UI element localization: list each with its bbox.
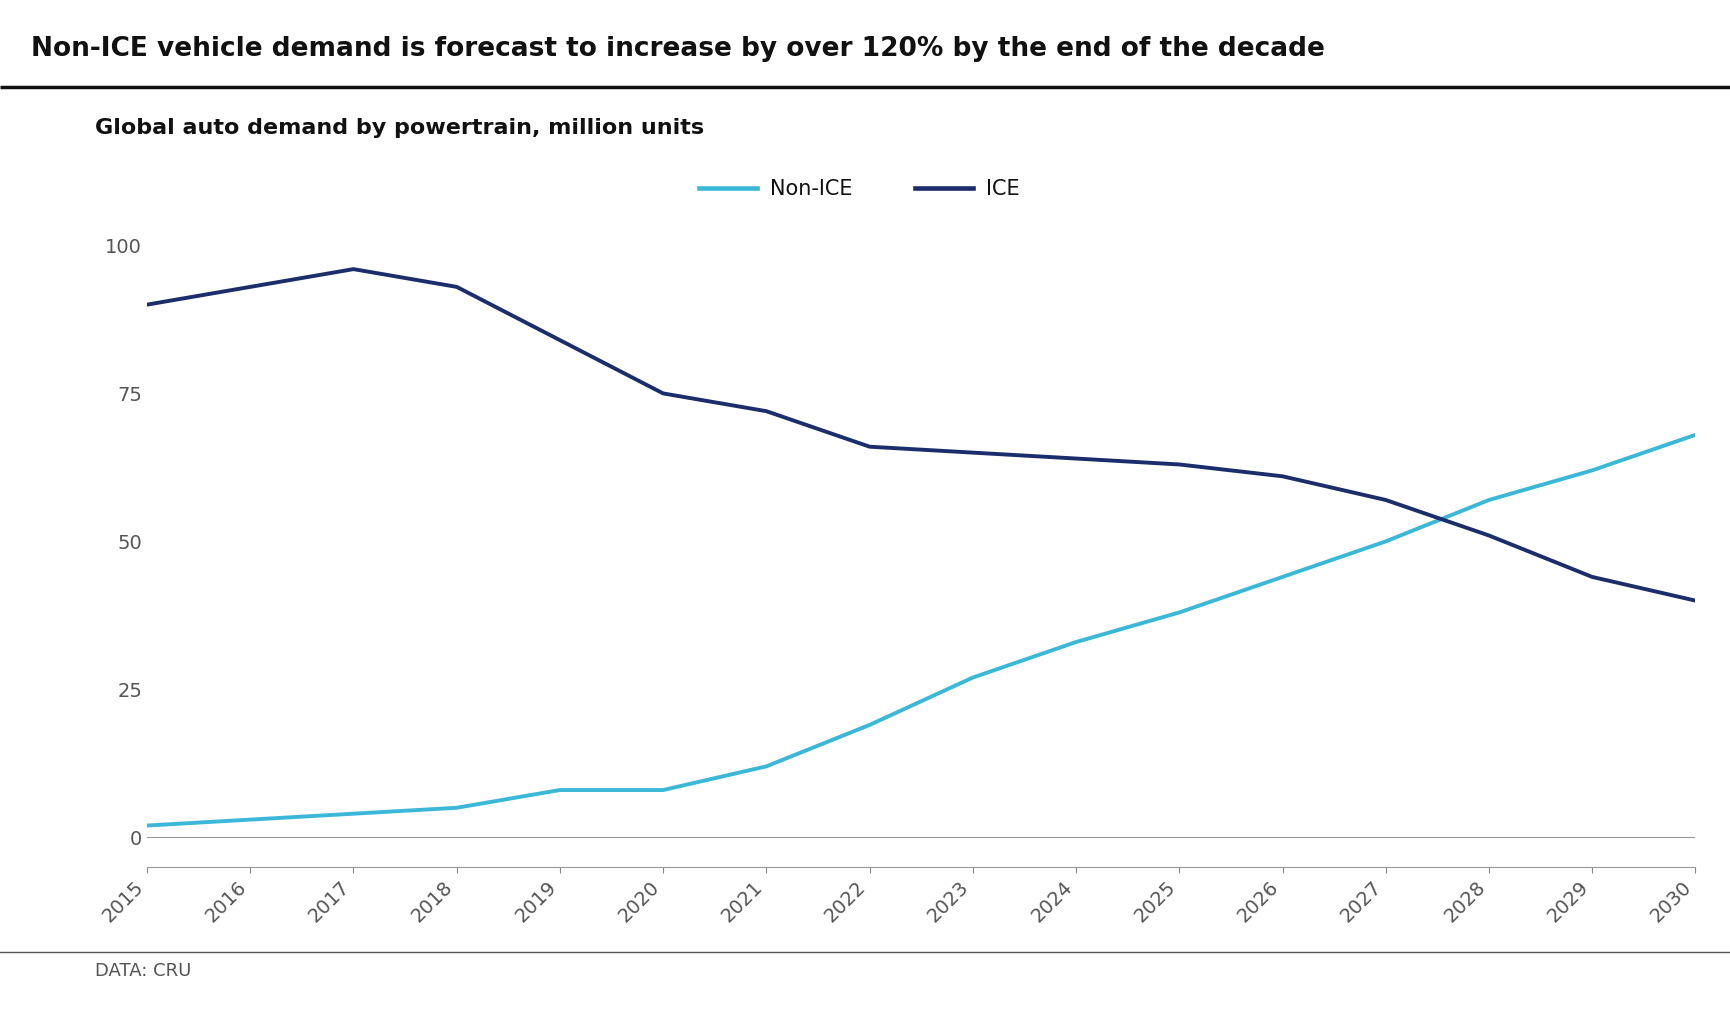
Text: Non-ICE vehicle demand is forecast to increase by over 120% by the end of the de: Non-ICE vehicle demand is forecast to in… <box>31 36 1325 62</box>
Text: DATA: CRU: DATA: CRU <box>95 962 192 981</box>
Legend: Non-ICE, ICE: Non-ICE, ICE <box>690 171 1028 207</box>
Text: Global auto demand by powertrain, million units: Global auto demand by powertrain, millio… <box>95 118 704 137</box>
